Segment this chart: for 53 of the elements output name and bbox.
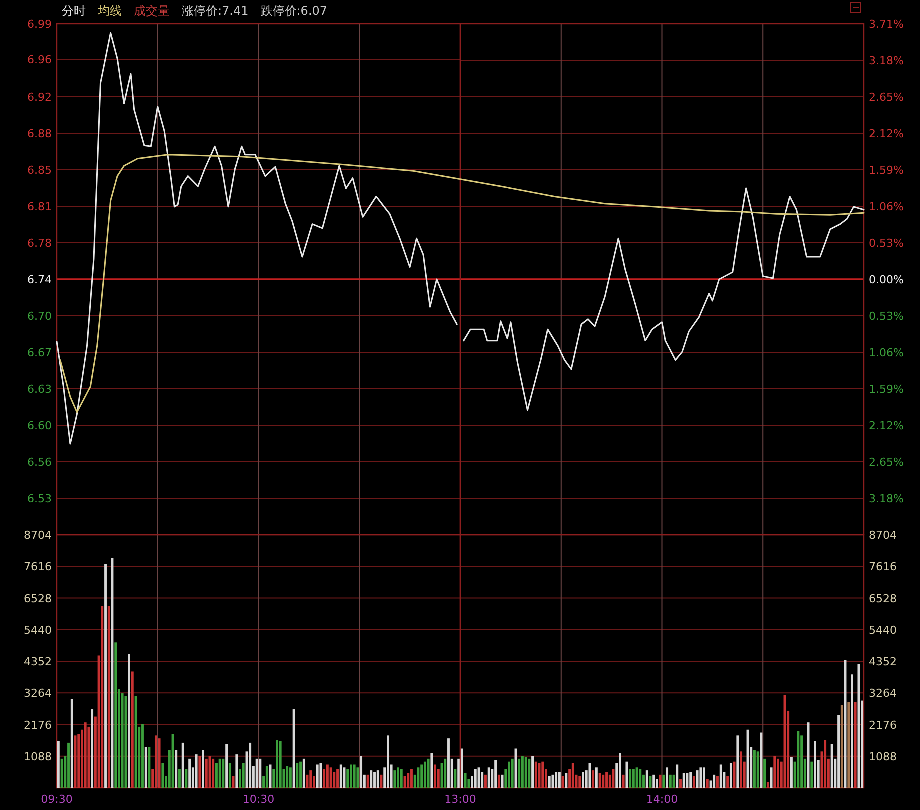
y-tick-label: 6.56 (28, 456, 52, 470)
y-tick-label: 6.67 (28, 346, 52, 360)
y2-tick-label: 2.12% (869, 420, 904, 432)
y-tick-label: 6.70 (28, 310, 52, 323)
y2-tick-label: 2.65% (869, 456, 904, 469)
x-tick-label: 13:00 (444, 793, 476, 806)
y2-tick-label: 2176 (869, 718, 897, 732)
y-tick-label: 6.53 (28, 492, 52, 506)
x-tick-label: 10:30 (242, 793, 275, 806)
legend-item: 分时 (62, 4, 86, 18)
y-tick-label: 6.88 (28, 127, 52, 140)
y-tick-label: 6.96 (28, 54, 52, 67)
y-tick-label: 1088 (24, 750, 52, 764)
legend-item: 成交量 (134, 4, 170, 18)
y-tick-label: 2176 (24, 718, 52, 732)
y2-tick-label: 0.53% (869, 237, 904, 250)
annotation: 涨停价:7.41 (182, 4, 249, 18)
y2-tick-label: 1.06% (869, 346, 904, 360)
legend-item: 均线 (98, 4, 122, 18)
x-tick-label: 14:00 (646, 793, 678, 806)
y2-tick-label: 4352 (869, 656, 897, 668)
y-tick-label: 6528 (24, 592, 52, 606)
y-tick-label: 6.63 (28, 382, 52, 396)
y2-tick-label: 3.18% (869, 54, 904, 68)
y-tick-label: 8704 (24, 529, 52, 542)
y-tick-label: 3264 (24, 687, 52, 700)
y-tick-label: 6.99 (28, 18, 52, 31)
y-tick-label: 7616 (24, 560, 52, 574)
y-tick-label: 4352 (24, 656, 52, 668)
y2-tick-label: 0.00% (869, 274, 904, 286)
y2-tick-label: 3.18% (869, 492, 904, 506)
x-tick-label: 09:30 (41, 793, 73, 806)
y2-tick-label: 7616 (869, 560, 897, 574)
y2-tick-label: 2.12% (869, 128, 904, 140)
y2-tick-label: 5440 (869, 624, 897, 637)
y-tick-label: 5440 (24, 624, 52, 637)
y2-tick-label: 1.06% (869, 200, 904, 214)
y2-tick-label: 1088 (869, 750, 897, 764)
y-tick-label: 6.74 (28, 274, 52, 286)
y-tick-label: 6.92 (28, 90, 52, 104)
y-tick-label: 6.78 (28, 237, 52, 250)
annotation: 跌停价:6.07 (260, 4, 328, 18)
y-tick-label: 6.60 (28, 420, 52, 433)
y2-tick-label: 8704 (869, 529, 897, 542)
y2-tick-label: 3264 (869, 687, 897, 700)
y2-tick-label: 3.71% (869, 18, 904, 31)
y2-tick-label: 6528 (869, 592, 897, 606)
y2-tick-label: 0.53% (869, 310, 904, 323)
y-tick-label: 6.81 (28, 200, 52, 214)
y2-tick-label: 1.59% (869, 164, 904, 177)
y-tick-label: 6.85 (28, 164, 52, 178)
y2-tick-label: 1.59% (869, 383, 904, 396)
y2-tick-label: 2.65% (869, 91, 904, 104)
